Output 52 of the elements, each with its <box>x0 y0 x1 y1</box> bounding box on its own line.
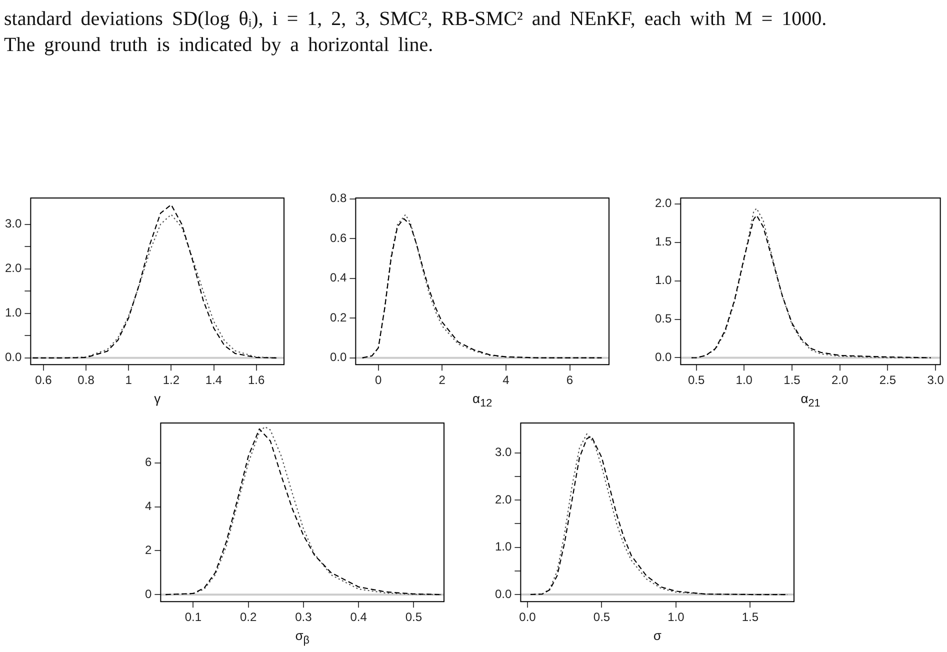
y-tick-label: 0 <box>144 586 152 601</box>
x-tick-label: 0.6 <box>35 373 52 388</box>
y-tick-label: 0.8 <box>330 191 347 206</box>
y-tick-label: 2.0 <box>4 261 22 276</box>
x-tick-label: 1.6 <box>248 373 265 388</box>
y-tick-label: 0.0 <box>494 586 512 601</box>
text: standard deviations SD(log θᵢ), i = 1, 2, 3, SMC², RB-SMC² and NEnKF, each with M = 1000. The ground truth is indicated by a horizontal line. <box>4 7 828 58</box>
y-tick-label: 6 <box>144 455 152 470</box>
x-tick-label: 3.0 <box>927 373 944 388</box>
x-tick-label: 0.5 <box>593 610 610 624</box>
y-tick-label: 1.0 <box>654 273 672 288</box>
x-tick-label: 0.4 <box>350 610 368 624</box>
y-tick-label: 2.0 <box>494 492 512 506</box>
x-tick-label: 1.2 <box>162 373 180 388</box>
y-tick-label: 0.2 <box>330 310 347 324</box>
y-tick-label: 1.5 <box>654 234 672 249</box>
x-axis-title: σ$_{β}$ <box>295 628 310 647</box>
x-tick-label: 2 <box>438 373 446 388</box>
y-tick-label: 0.0 <box>330 350 347 364</box>
y-tick-label: 0.0 <box>4 350 22 364</box>
x-tick-label: 1.5 <box>784 373 801 388</box>
x-tick-label: 1 <box>125 373 132 388</box>
x-tick-label: 0.5 <box>405 610 422 624</box>
y-tick-label: 4 <box>144 499 152 514</box>
x-tick-label: 0.2 <box>240 610 257 624</box>
x-tick-label: 2.5 <box>879 373 896 388</box>
y-tick-label: 0.4 <box>330 270 347 285</box>
y-tick-label: 2.0 <box>654 196 672 210</box>
y-tick-label: 1.0 <box>4 306 22 320</box>
y-tick-label: 0.6 <box>330 230 347 245</box>
x-tick-label: 1.0 <box>736 373 753 388</box>
x-tick-label: 0.3 <box>295 610 312 624</box>
x-axis-title: α$_{21}$ <box>800 391 820 410</box>
y-tick-label: 0.5 <box>654 312 672 326</box>
x-axis-title: γ <box>154 391 161 406</box>
y-tick-label: 3.0 <box>4 216 22 231</box>
x-tick-label: 0.0 <box>519 610 536 624</box>
y-tick-label: 1.0 <box>494 540 512 554</box>
y-tick-label: 3.0 <box>494 445 512 460</box>
x-tick-label: 0.8 <box>78 373 95 388</box>
x-tick-label: 1.5 <box>742 610 759 624</box>
x-tick-label: 6 <box>566 373 574 388</box>
x-axis-title: α$_{12}$ <box>472 391 492 410</box>
x-tick-label: 2.0 <box>832 373 849 388</box>
y-tick-label: 2 <box>144 543 152 558</box>
x-tick-label: 0.5 <box>688 373 705 388</box>
y-tick-label: 0.0 <box>654 350 672 364</box>
x-tick-label: 0.1 <box>184 610 202 624</box>
x-tick-label: 0 <box>374 373 382 388</box>
x-axis-title: σ <box>653 628 662 643</box>
x-tick-label: 1.4 <box>205 373 222 388</box>
x-tick-label: 1.0 <box>668 610 685 624</box>
